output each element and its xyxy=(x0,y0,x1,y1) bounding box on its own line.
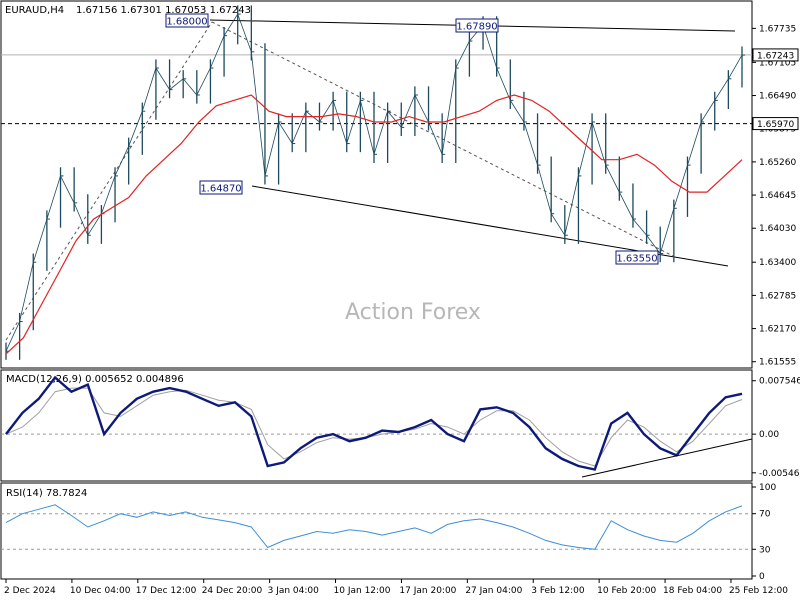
level-price-tag: 1.65970 xyxy=(752,117,799,131)
rsi-y-tick-label: 70 xyxy=(759,510,771,520)
rsi-y-tick-label: 0 xyxy=(759,572,765,582)
price-symbol: EURAUD,H4 xyxy=(5,5,64,16)
x-tick-label: 3 Jan 04:00 xyxy=(268,586,320,596)
price-y-tick-label: 1.64645 xyxy=(759,191,796,201)
price-y-tick-label: 1.62785 xyxy=(759,291,796,301)
x-tick-label: 18 Feb 04:00 xyxy=(663,586,722,596)
price-y-tick-label: 1.62170 xyxy=(759,325,796,335)
annotation-label: 1.67890 xyxy=(456,22,497,33)
price-y-tick-label: 1.66490 xyxy=(759,92,796,102)
price-y-tick-label: 1.67735 xyxy=(759,24,796,34)
price-y-tick-label: 1.61555 xyxy=(759,358,796,368)
price-panel xyxy=(0,0,753,369)
axis-layer: 1.677351.671051.664901.658751.652601.646… xyxy=(4,24,800,596)
price-annotation: 1.64870 xyxy=(199,180,243,195)
annotation-label: 1.63550 xyxy=(616,254,657,265)
x-tick-label: 2 Dec 2024 xyxy=(4,586,56,596)
price-ohlc: 1.67156 1.67301 1.67053 1.67243 xyxy=(76,5,251,16)
price-close-line xyxy=(5,13,743,352)
rsi-line xyxy=(5,504,743,550)
annotation-label: 1.68000 xyxy=(166,17,207,28)
price-tag-label: 1.65970 xyxy=(757,120,794,130)
rsi-panel xyxy=(0,482,753,580)
macd-title: MACD(12,26,9) 0.005652 0.004896 xyxy=(6,374,184,385)
macd-divergence-line xyxy=(581,438,753,478)
price-y-tick-label: 1.63400 xyxy=(759,258,796,268)
rsi-y-tick-label: 100 xyxy=(759,483,776,493)
price-tag-label: 1.67243 xyxy=(757,51,794,61)
watermark-text: Action Forex xyxy=(345,300,481,325)
x-tick-label: 10 Jan 12:00 xyxy=(334,586,391,596)
macd-y-tick-label: -0.005467 xyxy=(759,469,800,479)
macd-series-layer xyxy=(1,375,753,478)
x-tick-label: 24 Dec 20:00 xyxy=(202,586,263,596)
x-tick-label: 10 Feb 20:00 xyxy=(597,586,656,596)
x-tick-label: 10 Dec 04:00 xyxy=(70,586,131,596)
current-price-tag: 1.67243 xyxy=(752,48,799,62)
price-annotation: 1.67890 xyxy=(455,18,499,33)
macd-panel xyxy=(0,369,753,482)
macd-y-tick-label: 0.007546 xyxy=(759,377,800,387)
price-y-tick-label: 1.65260 xyxy=(759,158,796,168)
price-y-tick-label: 1.67105 xyxy=(759,58,796,68)
price-series-layer: 1.68000 1.67890 1.64870 1.63550 xyxy=(1,5,752,360)
macd-main-line xyxy=(5,375,743,471)
x-tick-label: 17 Dec 12:00 xyxy=(136,586,197,596)
rsi-y-tick-label: 30 xyxy=(759,545,771,555)
moving-average-line xyxy=(5,94,743,355)
x-tick-label: 25 Feb 12:00 xyxy=(729,586,788,596)
price-annotation: 1.63550 xyxy=(615,250,659,265)
x-tick-label: 27 Jan 04:00 xyxy=(465,586,522,596)
x-tick-label: 17 Jan 20:00 xyxy=(399,586,456,596)
macd-signal-line xyxy=(5,387,743,467)
swing-line-2 xyxy=(211,21,676,258)
price-y-tick-label: 1.64030 xyxy=(759,224,796,234)
rsi-series-layer xyxy=(1,504,752,550)
x-tick-label: 3 Feb 12:00 xyxy=(531,586,585,596)
price-annotation: 1.68000 xyxy=(165,13,209,28)
annotation-label: 1.64870 xyxy=(200,184,241,195)
rsi-title: RSI(14) 78.7824 xyxy=(6,488,87,499)
macd-y-tick-label: 0.00 xyxy=(759,430,779,440)
